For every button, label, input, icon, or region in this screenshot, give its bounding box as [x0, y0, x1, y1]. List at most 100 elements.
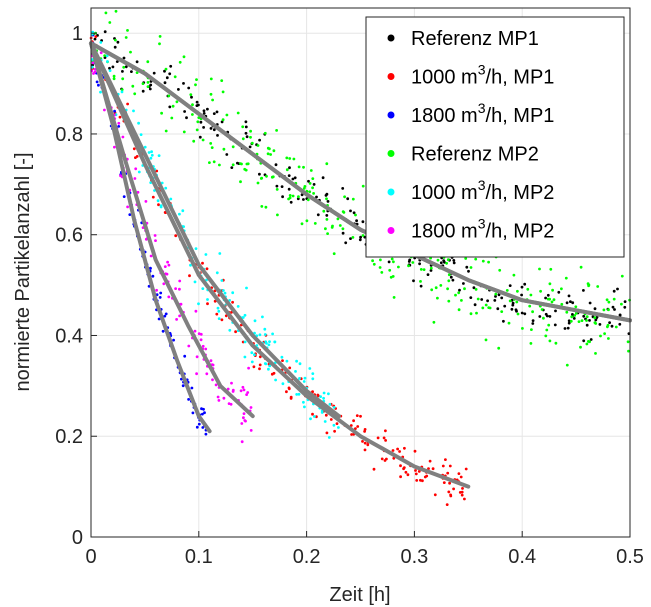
- data-point: [354, 213, 357, 217]
- data-point: [429, 266, 433, 270]
- data-point: [221, 90, 225, 94]
- data-point: [312, 183, 316, 186]
- data-point: [120, 90, 124, 94]
- data-point: [602, 308, 606, 312]
- data-point: [563, 327, 567, 330]
- data-point: [250, 360, 254, 364]
- data-point: [308, 182, 312, 185]
- data-point: [439, 284, 443, 287]
- legend-label: Referenz MP2: [411, 144, 539, 166]
- data-point: [191, 411, 195, 415]
- data-point: [195, 78, 198, 81]
- data-point: [322, 396, 325, 400]
- legend-label: 1800 m3/h, MP1: [411, 100, 554, 127]
- legend-marker: [387, 111, 395, 119]
- data-point: [322, 391, 326, 395]
- data-point: [209, 77, 213, 81]
- data-point: [112, 74, 116, 78]
- data-point: [256, 144, 260, 147]
- data-point: [263, 333, 267, 336]
- data-point: [268, 340, 271, 343]
- data-point: [135, 71, 139, 74]
- data-point: [258, 367, 261, 371]
- data-point: [121, 77, 125, 81]
- data-point: [626, 340, 630, 344]
- data-point: [132, 109, 135, 113]
- data-point: [274, 378, 277, 382]
- data-point: [326, 200, 330, 203]
- y-tick-label: 0.2: [55, 426, 83, 448]
- data-point: [215, 271, 219, 275]
- data-point: [220, 279, 224, 282]
- data-point: [241, 385, 245, 389]
- data-point: [343, 195, 346, 199]
- data-point: [156, 199, 160, 203]
- fit-line: [89, 41, 632, 323]
- data-point: [158, 35, 162, 38]
- data-point: [281, 359, 284, 362]
- data-point: [403, 446, 406, 450]
- data-point: [218, 252, 222, 255]
- legend: Referenz MP1 1000 m3/h, MP1 1800 m3/h, MP1…: [365, 16, 625, 258]
- data-point: [529, 293, 533, 297]
- data-point: [220, 79, 224, 82]
- data-point: [463, 287, 466, 291]
- data-point: [204, 253, 208, 256]
- data-point: [249, 429, 253, 432]
- data-point: [266, 152, 270, 156]
- data-point: [391, 275, 395, 278]
- data-point: [316, 213, 320, 217]
- data-point: [569, 300, 572, 303]
- data-point: [116, 40, 120, 44]
- data-point: [228, 328, 232, 332]
- data-point: [95, 80, 99, 84]
- data-point: [311, 186, 314, 190]
- data-point: [178, 60, 182, 64]
- data-point: [190, 95, 193, 99]
- data-point: [187, 398, 191, 401]
- data-point: [553, 323, 557, 327]
- data-point: [531, 310, 534, 314]
- data-point: [523, 282, 527, 286]
- data-point: [287, 174, 291, 178]
- x-tick-label: 0.1: [185, 546, 213, 568]
- data-point: [606, 323, 610, 327]
- data-point: [117, 121, 121, 125]
- data-point: [287, 386, 291, 390]
- data-point: [158, 296, 162, 299]
- data-point: [598, 323, 602, 326]
- data-point: [356, 425, 360, 428]
- data-point: [500, 296, 504, 300]
- data-point: [150, 150, 154, 154]
- data-point: [463, 497, 466, 501]
- data-point: [178, 287, 181, 291]
- data-point: [585, 323, 589, 327]
- data-point: [211, 98, 215, 102]
- data-point: [565, 363, 569, 367]
- data-point: [449, 494, 453, 498]
- data-point: [311, 377, 315, 381]
- data-point: [152, 71, 156, 75]
- data-point: [445, 503, 449, 506]
- data-point: [135, 155, 139, 158]
- data-point: [419, 284, 423, 288]
- data-point: [298, 377, 301, 380]
- data-point: [285, 390, 288, 394]
- data-point: [177, 88, 180, 91]
- data-point: [544, 312, 548, 316]
- data-point: [497, 293, 501, 297]
- data-point: [158, 42, 161, 46]
- data-point: [441, 464, 445, 468]
- data-point: [192, 139, 196, 143]
- data-point: [217, 317, 221, 320]
- data-point: [205, 267, 209, 271]
- data-point: [593, 307, 597, 311]
- data-point: [462, 282, 465, 285]
- data-point: [268, 364, 272, 368]
- data-point: [216, 134, 219, 137]
- data-point: [241, 125, 245, 129]
- data-point: [289, 200, 293, 204]
- data-point: [205, 278, 208, 282]
- data-point: [439, 261, 443, 265]
- data-point: [245, 393, 249, 396]
